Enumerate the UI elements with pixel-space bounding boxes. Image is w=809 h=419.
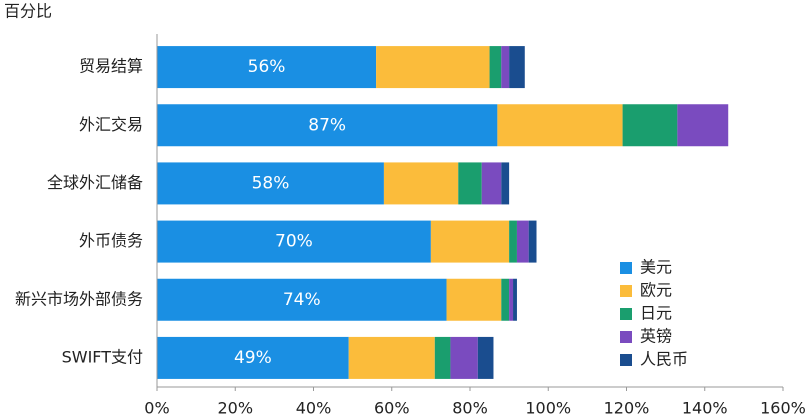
bar-segment [622, 104, 678, 147]
bar-segment [497, 104, 623, 147]
bar-segment [157, 336, 349, 379]
y-tick-label: 全球外汇储备 [47, 173, 143, 192]
bar-segment [516, 220, 529, 263]
legend-swatch [620, 285, 632, 297]
y-tick-label: 外汇交易 [79, 115, 143, 134]
bar-segment [157, 104, 498, 147]
y-tick-label: 贸易结算 [79, 57, 143, 76]
value-label: 58% [252, 173, 290, 193]
legend-swatch [620, 331, 632, 343]
x-tick-label: 0% [144, 399, 169, 418]
x-tick-label: 120% [604, 399, 650, 418]
bar-segment [458, 162, 482, 205]
value-label: 74% [283, 290, 321, 310]
y-tick-label: 新兴市场外部债务 [15, 289, 143, 308]
y-tick-label: 外币债务 [79, 231, 143, 250]
bar-segment [434, 336, 451, 379]
bar-segment [157, 278, 447, 321]
legend-swatch [620, 308, 632, 320]
axis-label: 百分比 [4, 2, 52, 21]
bar-segment [501, 278, 510, 321]
x-tick-label: 20% [217, 399, 253, 418]
bar-segment [501, 162, 510, 205]
legend-swatch [620, 354, 632, 366]
x-tick-label: 140% [682, 399, 728, 418]
bar-segment [157, 220, 431, 263]
bar-segment [446, 278, 502, 321]
bar-segment [509, 46, 525, 89]
bar-segment [477, 336, 494, 379]
bar-segment [376, 46, 490, 89]
x-tick-label: 100% [525, 399, 571, 418]
bar-segment [509, 278, 514, 321]
x-tick-label: 80% [452, 399, 488, 418]
legend-label: 英镑 [640, 327, 672, 346]
bar-segment [430, 220, 510, 263]
value-label: 70% [275, 232, 313, 252]
bar-segment [481, 162, 502, 205]
bar-segment [528, 220, 537, 263]
legend-label: 日元 [640, 304, 672, 323]
x-tick-label: 160% [760, 399, 806, 418]
legend-label: 欧元 [640, 281, 672, 300]
bar-segment [157, 46, 377, 89]
bar-segment [383, 162, 459, 205]
value-label: 56% [248, 57, 286, 77]
value-label: 87% [308, 115, 346, 135]
bar-segment [450, 336, 478, 379]
x-tick-label: 60% [374, 399, 410, 418]
legend-label: 美元 [640, 258, 672, 277]
y-tick-label: SWIFT支付 [62, 347, 143, 366]
bar-segment [348, 336, 435, 379]
x-tick-label: 40% [296, 399, 332, 418]
bar-segment [501, 46, 510, 89]
value-label: 49% [234, 348, 272, 368]
legend-label: 人民币 [640, 350, 688, 369]
legend-swatch [620, 262, 632, 274]
bar-segment [677, 104, 729, 147]
bar-segment [157, 162, 384, 205]
bar-segment [509, 220, 517, 263]
bar-segment [489, 46, 502, 89]
bar-segment [513, 278, 517, 321]
